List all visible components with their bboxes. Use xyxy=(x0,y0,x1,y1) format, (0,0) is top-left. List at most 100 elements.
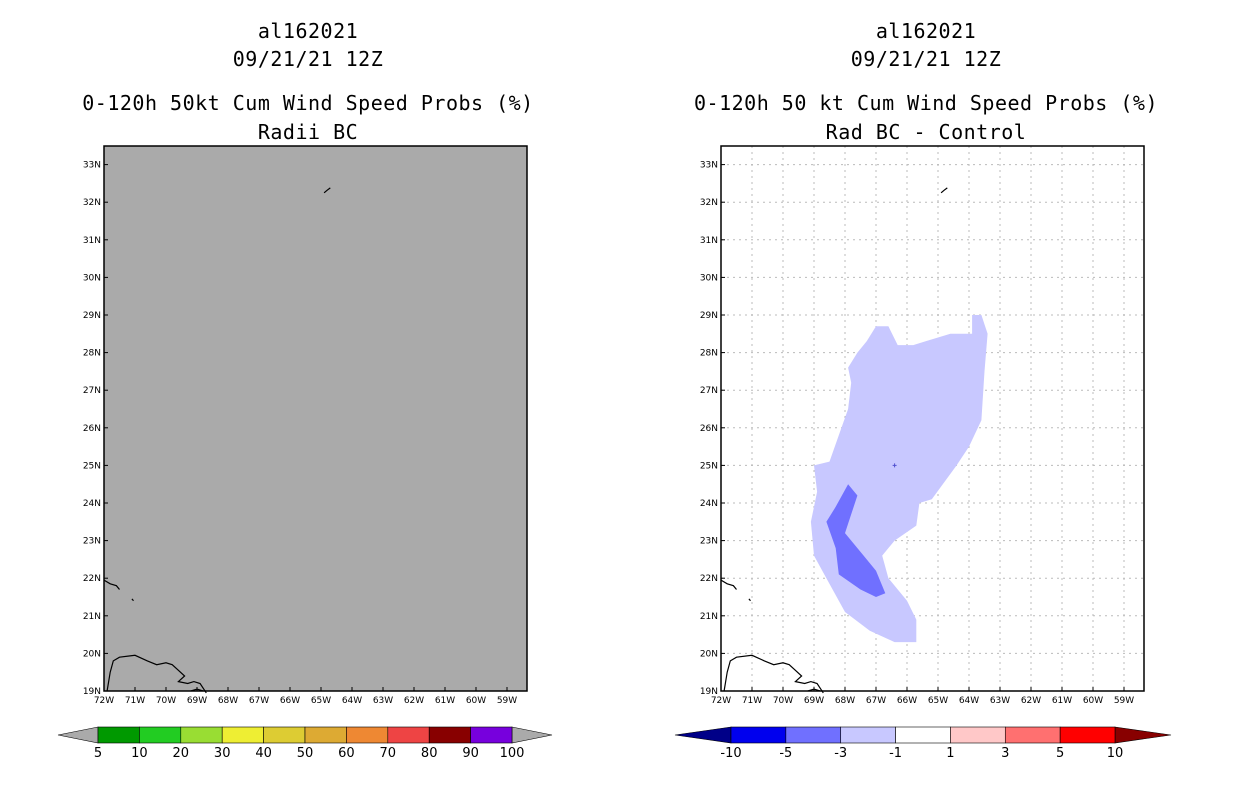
lon-tick-label: 61W xyxy=(1052,696,1072,706)
lon-tick-label: 72W xyxy=(94,696,114,706)
lat-tick-label: 26N xyxy=(700,424,718,434)
lon-tick-label: 72W xyxy=(711,696,731,706)
coastline-segment xyxy=(748,598,751,602)
lat-tick-label: 19N xyxy=(700,687,718,697)
lat-tick-label: 25N xyxy=(83,461,101,471)
lon-tick-label: 59W xyxy=(1114,696,1134,706)
coastline-segment xyxy=(323,187,331,194)
lat-tick-label: 28N xyxy=(83,349,101,359)
colorbar-label: 60 xyxy=(338,746,355,761)
left-map-frame xyxy=(103,145,528,692)
colorbar-swatch xyxy=(785,726,842,744)
lat-tick-label: 20N xyxy=(700,649,718,659)
lat-tick-label: 31N xyxy=(700,236,718,246)
lon-tick-label: 65W xyxy=(311,696,331,706)
colorbar-swatch xyxy=(730,726,787,744)
colorbar-label: 10 xyxy=(131,746,148,761)
lat-tick-label: 27N xyxy=(700,386,718,396)
coastline-segment xyxy=(723,654,824,694)
lon-tick-label: 69W xyxy=(187,696,207,706)
colorbar-swatch xyxy=(428,726,471,744)
colorbar-under-arrow xyxy=(674,726,732,744)
lon-tick-label: 62W xyxy=(1021,696,1041,706)
lon-tick-label: 66W xyxy=(280,696,300,706)
colorbar-label: 70 xyxy=(380,746,397,761)
colorbar-swatch xyxy=(263,726,306,744)
lat-tick-label: 33N xyxy=(83,161,101,171)
colorbar-label: 5 xyxy=(94,746,102,761)
colorbar-label: 1 xyxy=(946,746,954,761)
coastline-segment xyxy=(106,654,207,694)
lat-tick-label: 33N xyxy=(700,161,718,171)
colorbar-label: 3 xyxy=(1001,746,1009,761)
colorbar-swatch xyxy=(895,726,951,744)
lat-tick-label: 25N xyxy=(700,461,718,471)
colorbar-swatch xyxy=(470,726,513,744)
right-map-frame xyxy=(720,145,1145,692)
lat-tick-label: 27N xyxy=(83,386,101,396)
lon-tick-label: 63W xyxy=(373,696,393,706)
lat-tick-label: 21N xyxy=(83,612,101,622)
right-lat-axis: 19N 20N 21N 22N 23N 24N 25N 26N 27N 28N 29N 30N 31N 3… xyxy=(700,161,725,697)
colorbar-label: -1 xyxy=(889,746,902,761)
right-title-product: 0-120h 50 kt Cum Wind Speed Probs (%) xyxy=(694,91,1158,115)
lon-tick-label: 61W xyxy=(435,696,455,706)
colorbar-label: 90 xyxy=(462,746,479,761)
right-panel: al162021 09/21/21 12Z 0-120h 50 kt Cum W… xyxy=(674,19,1172,761)
lat-tick-label: 22N xyxy=(700,574,718,584)
colorbar-label: -10 xyxy=(720,746,741,761)
coastline-segment xyxy=(131,598,134,602)
lon-tick-label: 63W xyxy=(990,696,1010,706)
left-title-storm-id: al162021 xyxy=(258,19,358,43)
colorbar-swatch xyxy=(950,726,1006,744)
contour-region xyxy=(826,484,886,597)
lat-tick-label: 29N xyxy=(83,311,101,321)
lon-tick-label: 64W xyxy=(342,696,362,706)
lat-tick-label: 32N xyxy=(700,198,718,208)
colorbar-label: -5 xyxy=(779,746,792,761)
colorbar-over-arrow xyxy=(1114,726,1172,744)
lon-tick-label: 65W xyxy=(928,696,948,706)
lat-tick-label: 28N xyxy=(700,349,718,359)
right-contour-regions xyxy=(810,315,988,643)
colorbar-swatch xyxy=(1059,726,1116,744)
colorbar-over-arrow xyxy=(511,726,553,744)
left-lat-axis: 19N 20N 21N 22N 23N 24N 25N 26N 27N 28N 29N 30N 31N 3… xyxy=(83,161,108,697)
lon-tick-label: 59W xyxy=(497,696,517,706)
left-map-field xyxy=(104,146,527,691)
lon-tick-label: 62W xyxy=(404,696,424,706)
colorbar-label: 50 xyxy=(297,746,314,761)
lon-tick-label: 66W xyxy=(897,696,917,706)
colorbar-label: 80 xyxy=(421,746,438,761)
right-title-date: 09/21/21 12Z xyxy=(851,47,1002,71)
lon-tick-label: 71W xyxy=(742,696,762,706)
colorbar-swatch xyxy=(1004,726,1061,744)
colorbar-label: 40 xyxy=(255,746,272,761)
lat-tick-label: 22N xyxy=(83,574,101,584)
colorbar-swatch xyxy=(139,726,182,744)
colorbar-swatch xyxy=(840,726,896,744)
colorbar-swatch xyxy=(304,726,347,744)
right-lon-axis: 72W 71W 70W 69W 68W 67W 66W 65W 64W 63W 62W 61W 60W 5… xyxy=(711,687,1134,706)
lat-tick-label: 23N xyxy=(83,537,101,547)
lat-tick-label: 31N xyxy=(83,236,101,246)
right-title-subtitle: Rad BC - Control xyxy=(826,120,1027,144)
coastline-segment xyxy=(940,187,948,194)
lon-tick-label: 60W xyxy=(1083,696,1103,706)
lon-tick-label: 68W xyxy=(218,696,238,706)
colorbar-label: 30 xyxy=(214,746,231,761)
lon-tick-label: 68W xyxy=(835,696,855,706)
colorbar-under-arrow xyxy=(57,726,99,744)
lon-tick-label: 60W xyxy=(466,696,486,706)
lon-tick-label: 64W xyxy=(959,696,979,706)
lat-tick-label: 30N xyxy=(700,273,718,283)
right-colorbar: -10 -5 -3 -1 1 3 5 10 xyxy=(674,726,1172,761)
lat-tick-label: 30N xyxy=(83,273,101,283)
lat-tick-label: 29N xyxy=(700,311,718,321)
left-title-date: 09/21/21 12Z xyxy=(233,47,384,71)
colorbar-label: 100 xyxy=(500,746,525,761)
lon-tick-label: 67W xyxy=(866,696,886,706)
lon-tick-label: 70W xyxy=(773,696,793,706)
lat-tick-label: 32N xyxy=(83,198,101,208)
